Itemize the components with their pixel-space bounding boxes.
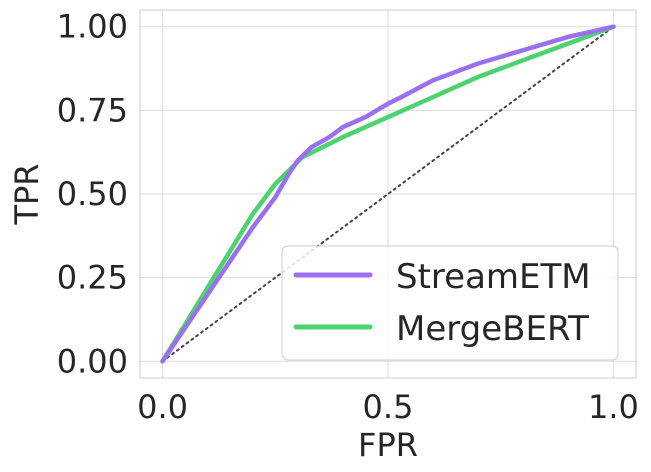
x-tick-label-0: 0.0 — [137, 388, 188, 426]
x-axis-label: FPR — [358, 426, 418, 464]
y-tick-label-3: 0.75 — [57, 91, 128, 129]
y-tick-labels: 0.00 0.25 0.50 0.75 1.00 — [57, 8, 128, 381]
legend-label-mergebert: MergeBERT — [396, 309, 589, 349]
series-lines — [160, 24, 616, 364]
y-tick-label-0: 0.00 — [57, 342, 128, 380]
y-tick-label-1: 0.25 — [57, 259, 128, 297]
plot-frame — [139, 9, 637, 379]
y-tick-label-4: 1.00 — [57, 8, 128, 46]
series-line-streametm — [160, 24, 616, 364]
diagonal-reference — [161, 25, 615, 363]
x-tick-labels: 0.0 0.5 1.0 — [137, 388, 639, 426]
x-tick-label-2: 1.0 — [588, 388, 639, 426]
y-tick-label-2: 0.50 — [57, 175, 128, 213]
legend-label-streametm: StreamETM — [396, 257, 591, 297]
x-tick-label-1: 0.5 — [363, 388, 414, 426]
grid — [140, 10, 636, 378]
y-axis-label: TPR — [8, 163, 46, 225]
legend: StreamETM MergeBERT — [281, 245, 619, 361]
diagonal-line — [161, 25, 615, 363]
